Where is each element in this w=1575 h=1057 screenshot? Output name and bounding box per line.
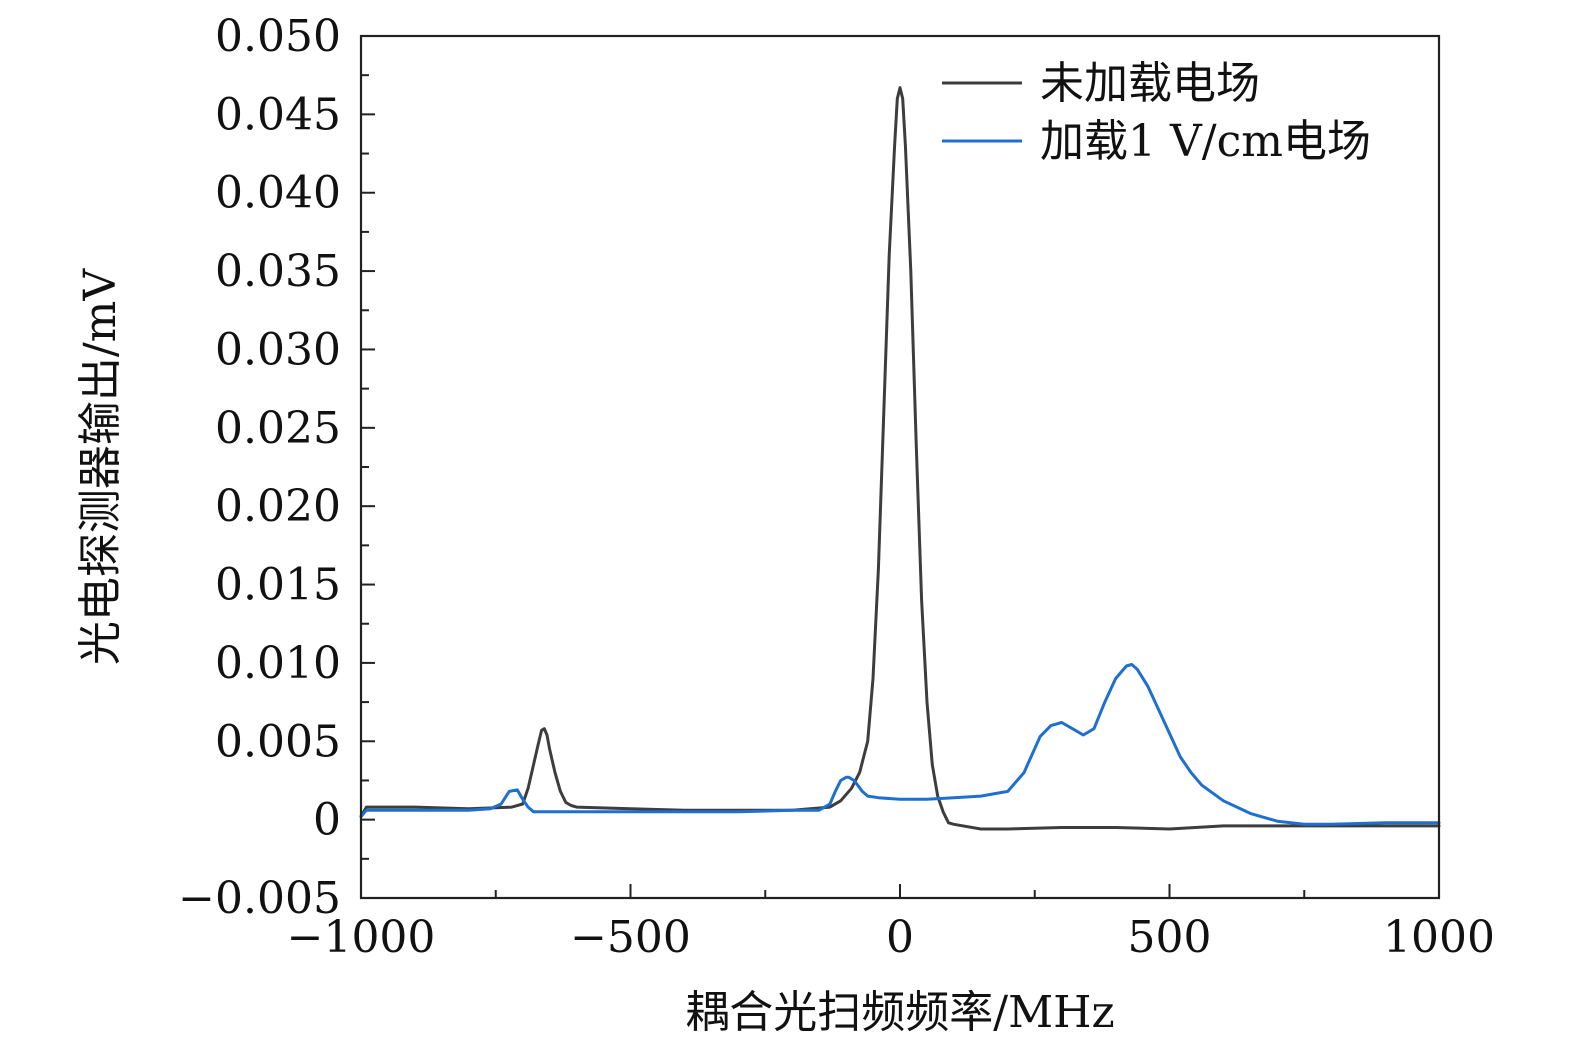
y-tick-label: 0	[313, 795, 341, 846]
x-tick-label: 500	[1128, 912, 1212, 963]
y-tick-label: 0.020	[215, 481, 341, 532]
y-tick-label: 0.050	[215, 11, 341, 62]
y-tick-label: 0.025	[215, 403, 341, 454]
series-line-no-field	[359, 86, 1441, 831]
y-tick-label: 0.040	[215, 168, 341, 219]
y-axis-label: 光电探测器输出/mV	[75, 268, 126, 666]
y-tick-label: 0.035	[215, 246, 341, 297]
y-tick-label: 0.005	[215, 716, 341, 767]
x-tick-label: 0	[886, 912, 914, 963]
x-tick-label: 1000	[1383, 912, 1495, 963]
ticks-layer: −1000 −500 0 500 1000 −0.005 0 0.005 0.010 0.015 0…	[178, 11, 1495, 963]
legend-label-with-field: 加载1 V/cm电场	[1040, 116, 1371, 167]
x-tick-label: −500	[570, 912, 691, 963]
x-axis-label: 耦合光扫频频率/MHz	[685, 987, 1114, 1038]
legend: 未加载电场 加载1 V/cm电场	[942, 58, 1371, 167]
y-tick-label: 0.030	[215, 324, 341, 375]
y-tick-label: 0.015	[215, 560, 341, 611]
y-tick-label: −0.005	[178, 873, 341, 924]
x-tick-label: −1000	[287, 912, 436, 963]
series-layer	[359, 86, 1441, 831]
series-line-with-field	[359, 663, 1441, 826]
y-tick-label: 0.010	[215, 638, 341, 689]
y-tick-label: 0.045	[215, 89, 341, 140]
legend-label-no-field: 未加载电场	[1040, 58, 1260, 109]
